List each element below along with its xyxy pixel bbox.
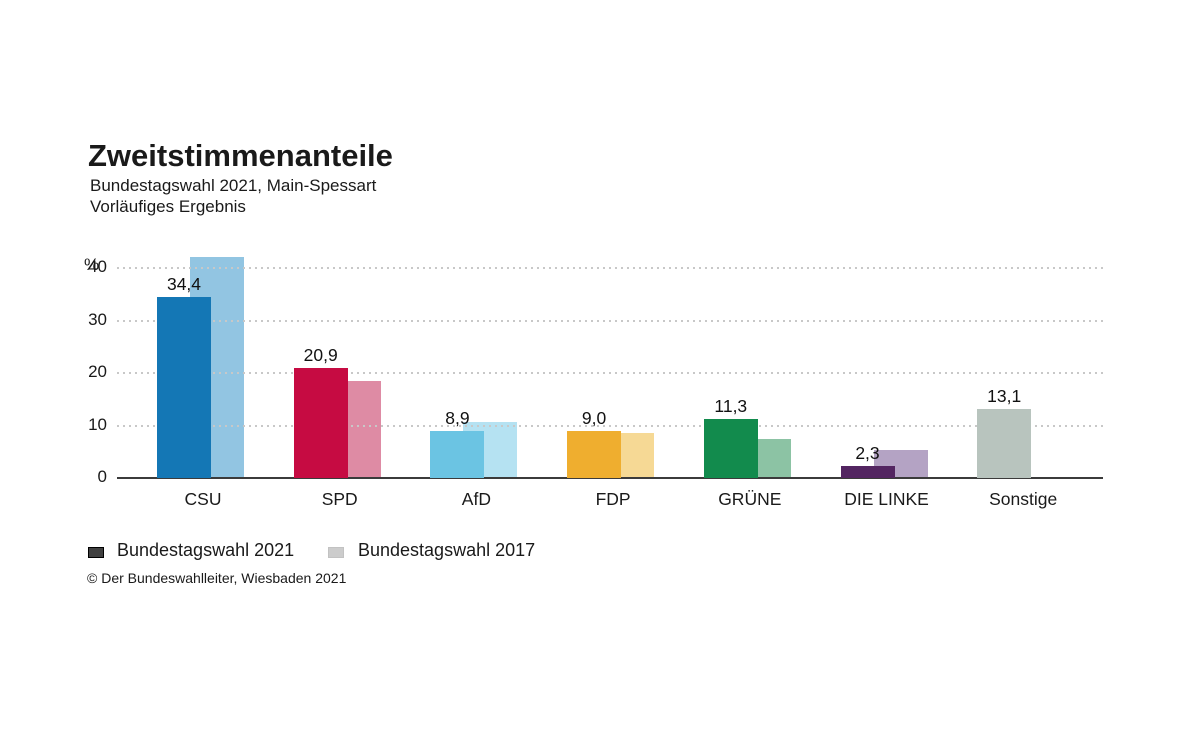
chart-note: Vorläufiges Ergebnis: [90, 197, 246, 216]
legend-swatch-2021: [88, 547, 104, 558]
y-tick-label-40: 40: [88, 257, 107, 276]
y-tick-label-10: 10: [88, 414, 107, 434]
copyright-notice: © Der Bundeswahlleiter, Wiesbaden 2021: [87, 570, 347, 586]
legend-label-2021: Bundestagswahl 2021: [117, 540, 295, 560]
value-label-die-linke: 2,3: [855, 442, 880, 463]
value-label-spd: 20,9: [303, 345, 338, 366]
bar-afd-2021: [430, 431, 485, 478]
gridline-40: [117, 267, 1103, 269]
bar-sonstige-2021: [977, 409, 1032, 478]
value-label-fdp: 9,0: [581, 407, 607, 428]
y-tick-label-0: 0: [97, 467, 107, 486]
y-axis-unit-label: %: [84, 255, 100, 274]
y-tick-label-20: 20: [88, 362, 107, 381]
gridline-30: [117, 319, 1103, 322]
x-tick-label-die-linke: DIE LINKE: [844, 489, 929, 509]
value-label-sonstige: 13,1: [987, 386, 1022, 407]
x-axis-line: [117, 477, 1103, 479]
bar-grüne-2021: [703, 418, 758, 478]
chart-title: Zweitstimmenanteile: [88, 138, 393, 173]
y-tick-label-30: 30: [88, 309, 107, 329]
gridline-10: [117, 424, 1103, 427]
bar-die-linke-2021: [840, 465, 895, 478]
value-label-afd: 8,9: [445, 408, 470, 429]
bar-fdp-2021: [567, 430, 622, 478]
x-tick-label-csu: CSU: [184, 489, 222, 509]
value-label-grüne: 11,3: [714, 395, 748, 416]
x-tick-label-sonstige: Sonstige: [989, 489, 1058, 509]
legend-label-2017: Bundestagswahl 2017: [358, 540, 536, 560]
value-label-csu: 34,4: [166, 274, 202, 295]
x-tick-label-afd: AfD: [461, 489, 491, 509]
x-tick-label-grüne: GRÜNE: [718, 489, 782, 509]
x-tick-label-spd: SPD: [321, 489, 358, 509]
bar-csu-2021: [157, 297, 211, 478]
legend-swatch-2017: [328, 547, 344, 558]
chart-subtitle: Bundestagswahl 2021, Main-Spessart: [90, 176, 377, 195]
x-tick-label-fdp: FDP: [595, 489, 631, 509]
bar-spd-2021: [293, 368, 348, 478]
gridline-20: [117, 372, 1103, 374]
